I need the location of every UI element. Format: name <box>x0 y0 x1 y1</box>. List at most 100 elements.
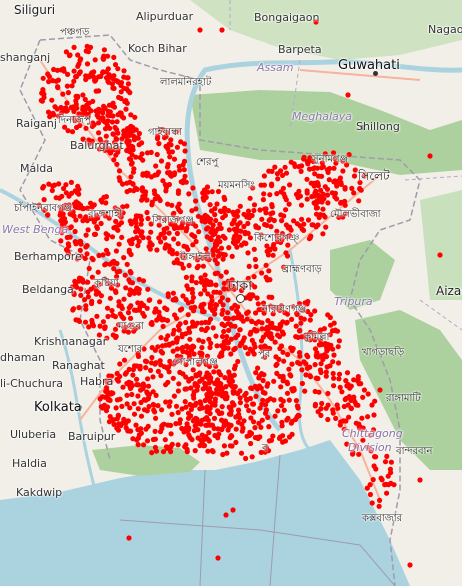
marker-point[interactable] <box>152 361 158 367</box>
marker-point[interactable] <box>122 324 128 330</box>
marker-point[interactable] <box>72 239 78 245</box>
marker-point[interactable] <box>78 56 84 62</box>
marker-point[interactable] <box>71 115 77 121</box>
marker-point[interactable] <box>143 397 149 403</box>
marker-point[interactable] <box>320 191 326 197</box>
marker-point[interactable] <box>125 329 131 335</box>
marker-point[interactable] <box>323 369 329 375</box>
marker-point[interactable] <box>194 416 200 422</box>
marker-point[interactable] <box>357 179 363 186</box>
marker-point[interactable] <box>121 315 127 322</box>
marker-point[interactable] <box>121 416 127 422</box>
marker-point[interactable] <box>245 230 251 236</box>
marker-point[interactable] <box>266 268 272 274</box>
marker-point[interactable] <box>89 274 95 280</box>
marker-point[interactable] <box>200 339 206 345</box>
marker-point[interactable] <box>261 173 267 179</box>
marker-point[interactable] <box>163 399 169 405</box>
marker-point[interactable] <box>163 382 169 388</box>
marker-point[interactable] <box>133 422 139 428</box>
marker-point[interactable] <box>218 245 225 251</box>
marker-point[interactable] <box>183 361 189 368</box>
marker-point[interactable] <box>110 332 116 338</box>
marker-point[interactable] <box>271 217 277 224</box>
marker-point[interactable] <box>278 239 284 245</box>
marker-point[interactable] <box>143 365 149 371</box>
marker-point[interactable] <box>330 150 337 156</box>
marker-point[interactable] <box>285 351 291 358</box>
marker-point[interactable] <box>213 282 219 288</box>
marker-point[interactable] <box>96 120 102 126</box>
marker-point[interactable] <box>250 401 257 407</box>
marker-point[interactable] <box>195 427 201 433</box>
marker-point[interactable] <box>210 222 216 228</box>
marker-point[interactable] <box>305 298 311 305</box>
marker-point[interactable] <box>223 512 229 518</box>
marker-point[interactable] <box>96 88 102 94</box>
marker-point[interactable] <box>167 154 173 160</box>
marker-point[interactable] <box>133 229 139 235</box>
marker-point[interactable] <box>288 420 294 426</box>
marker-point[interactable] <box>207 202 213 208</box>
marker-point[interactable] <box>202 283 208 289</box>
marker-point[interactable] <box>297 223 303 229</box>
marker-point[interactable] <box>105 251 111 257</box>
marker-point[interactable] <box>76 191 82 197</box>
marker-point[interactable] <box>256 420 262 426</box>
marker-point[interactable] <box>128 112 134 118</box>
marker-point[interactable] <box>98 220 104 227</box>
marker-point[interactable] <box>212 306 218 312</box>
marker-point[interactable] <box>266 294 272 300</box>
marker-point[interactable] <box>60 91 66 97</box>
marker-point[interactable] <box>280 331 286 337</box>
marker-point[interactable] <box>224 395 230 402</box>
marker-point[interactable] <box>219 321 225 327</box>
marker-point[interactable] <box>291 385 297 392</box>
marker-point[interactable] <box>130 236 136 242</box>
marker-point[interactable] <box>121 255 127 261</box>
marker-point[interactable] <box>155 344 161 350</box>
marker-point[interactable] <box>82 96 88 103</box>
marker-point[interactable] <box>133 216 139 222</box>
marker-point[interactable] <box>45 109 52 115</box>
marker-point[interactable] <box>213 239 219 245</box>
marker-point[interactable] <box>351 173 358 179</box>
marker-point[interactable] <box>163 336 169 342</box>
marker-point[interactable] <box>68 179 74 185</box>
marker-point[interactable] <box>301 316 307 322</box>
marker-point[interactable] <box>353 443 359 449</box>
marker-point[interactable] <box>293 398 299 404</box>
marker-point[interactable] <box>114 227 120 233</box>
marker-point[interactable] <box>135 243 141 249</box>
marker-point[interactable] <box>330 359 336 365</box>
marker-point[interactable] <box>270 433 276 439</box>
marker-point[interactable] <box>206 430 212 436</box>
marker-point[interactable] <box>141 442 147 448</box>
marker-point[interactable] <box>216 391 222 397</box>
marker-point[interactable] <box>69 284 75 290</box>
marker-point[interactable] <box>88 215 94 222</box>
marker-point[interactable] <box>205 291 211 297</box>
marker-point[interactable] <box>192 448 198 454</box>
marker-point[interactable] <box>291 218 297 224</box>
marker-point[interactable] <box>71 291 77 297</box>
marker-point[interactable] <box>46 181 52 187</box>
marker-point[interactable] <box>194 320 200 326</box>
marker-point[interactable] <box>336 214 342 220</box>
marker-point[interactable] <box>377 387 383 393</box>
marker-point[interactable] <box>45 71 51 77</box>
marker-point[interactable] <box>105 232 111 238</box>
marker-point[interactable] <box>89 317 95 323</box>
marker-point[interactable] <box>64 108 70 114</box>
marker-point[interactable] <box>190 367 196 373</box>
marker-point[interactable] <box>372 398 378 404</box>
marker-point[interactable] <box>222 212 228 218</box>
marker-point[interactable] <box>148 174 154 180</box>
marker-point[interactable] <box>356 381 362 387</box>
marker-point[interactable] <box>323 373 329 379</box>
marker-point[interactable] <box>193 223 199 229</box>
marker-point[interactable] <box>293 323 299 329</box>
marker-point[interactable] <box>198 279 204 285</box>
marker-point[interactable] <box>141 346 147 352</box>
